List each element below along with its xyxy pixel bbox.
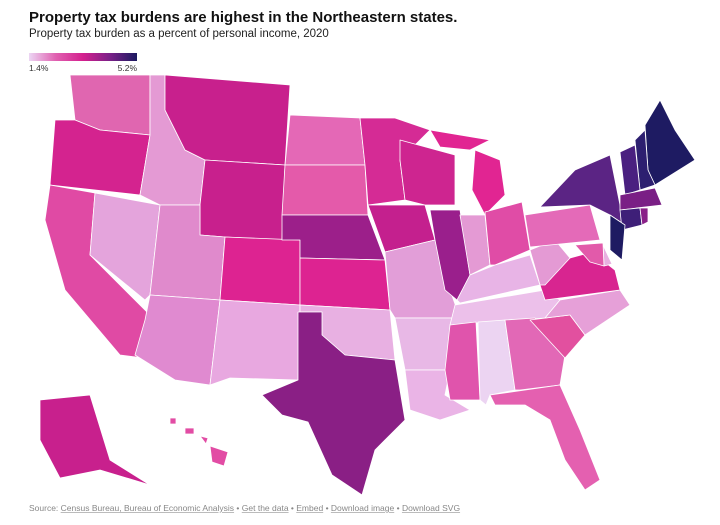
chart-title: Property tax burdens are highest in the …	[29, 9, 458, 26]
state-wy[interactable]	[199, 159, 286, 241]
embed-link[interactable]: Embed	[296, 503, 324, 513]
separator: •	[288, 503, 297, 513]
state-nc[interactable]	[544, 289, 631, 336]
state-az[interactable]	[134, 294, 221, 386]
state-ms[interactable]	[444, 321, 481, 401]
state-nm[interactable]	[209, 299, 301, 386]
separator: •	[323, 503, 331, 513]
separator: •	[234, 503, 242, 513]
state-nj[interactable]	[609, 214, 626, 261]
state-oh[interactable]	[484, 201, 531, 266]
separator: •	[394, 503, 402, 513]
state-pa[interactable]	[524, 204, 601, 248]
source-prefix: Source:	[29, 503, 61, 513]
state-sd[interactable]	[281, 164, 369, 216]
state-md[interactable]	[574, 242, 605, 267]
get-data-link[interactable]: Get the data	[241, 503, 289, 513]
color-legend: 1.4% 5.2%	[29, 53, 137, 73]
state-co[interactable]	[219, 236, 301, 306]
state-nv[interactable]	[89, 192, 161, 301]
legend-max-label: 5.2%	[117, 63, 137, 73]
state-nd[interactable]	[284, 114, 366, 166]
state-ma[interactable]	[619, 187, 663, 211]
state-mi[interactable]	[429, 129, 506, 216]
state-tx[interactable]	[261, 311, 406, 496]
footer: Source: Census Bureau, Bureau of Economi…	[29, 503, 460, 513]
state-ks[interactable]	[299, 257, 391, 311]
chart-subtitle: Property tax burden as a percent of pers…	[29, 28, 329, 40]
state-me[interactable]	[644, 99, 696, 186]
legend-min-label: 1.4%	[29, 63, 49, 73]
state-wi[interactable]	[399, 139, 456, 206]
state-vt[interactable]	[619, 144, 641, 196]
state-ri[interactable]	[639, 207, 649, 226]
state-ak[interactable]	[39, 394, 151, 486]
source-link[interactable]: Census Bureau, Bureau of Economic Analys…	[60, 503, 235, 513]
state-fl[interactable]	[489, 384, 601, 491]
legend-gradient	[29, 53, 137, 61]
state-ky[interactable]	[456, 254, 541, 304]
download-svg-link[interactable]: Download SVG	[401, 503, 461, 513]
download-image-link[interactable]: Download image	[330, 503, 395, 513]
state-hi[interactable]	[169, 417, 229, 467]
